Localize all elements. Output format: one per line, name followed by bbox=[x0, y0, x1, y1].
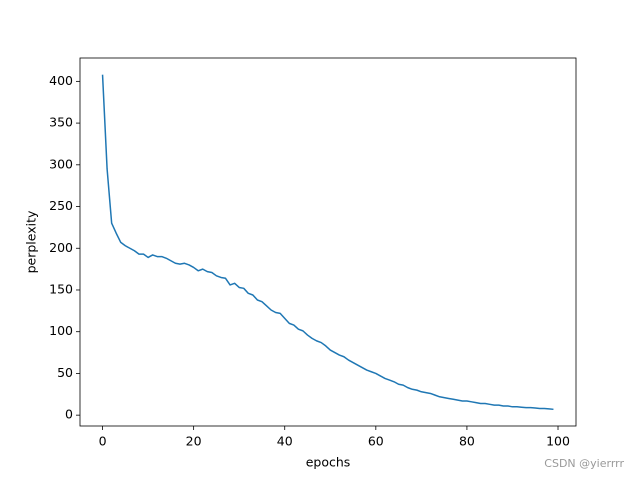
x-tick-label: 100 bbox=[546, 434, 570, 449]
x-tick-label: 40 bbox=[277, 434, 293, 449]
y-tick-label: 400 bbox=[49, 73, 73, 88]
watermark: CSDN @yierrrr bbox=[544, 457, 624, 470]
y-tick-label: 0 bbox=[65, 407, 73, 422]
x-axis-label: epochs bbox=[306, 455, 351, 470]
y-tick-label: 250 bbox=[49, 198, 73, 213]
x-tick-label: 60 bbox=[368, 434, 384, 449]
x-tick-label: 80 bbox=[459, 434, 475, 449]
y-tick-label: 100 bbox=[49, 323, 73, 338]
y-tick-label: 50 bbox=[57, 365, 73, 380]
x-tick-label: 0 bbox=[99, 434, 107, 449]
y-tick-label: 200 bbox=[49, 240, 73, 255]
y-axis-label: perplexity bbox=[24, 210, 39, 273]
line bbox=[101, 74, 554, 411]
plot-frame bbox=[79, 57, 577, 427]
y-tick-label: 350 bbox=[49, 115, 73, 130]
x-tick-label: 20 bbox=[186, 434, 202, 449]
y-tick-label: 300 bbox=[49, 156, 73, 171]
y-tick-label: 150 bbox=[49, 281, 73, 296]
